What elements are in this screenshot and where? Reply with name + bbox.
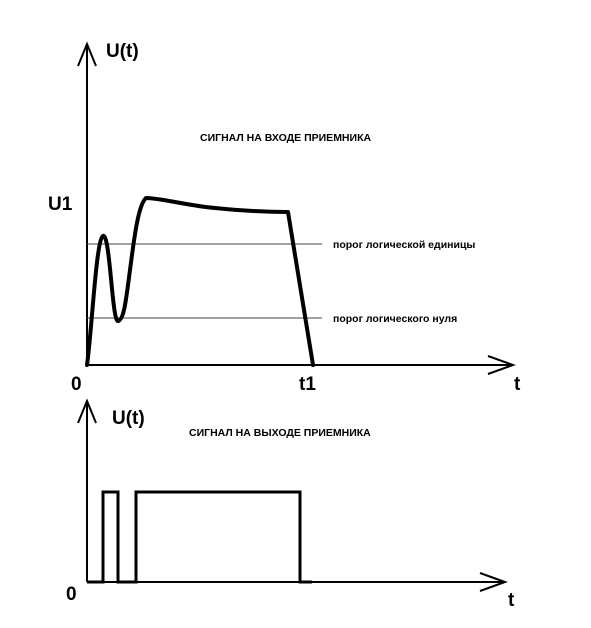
top-x-axis-arrow <box>487 355 516 375</box>
input-signal-curve <box>85 196 315 367</box>
bottom-y-axis-arrow <box>77 398 97 424</box>
bottom-x-axis-arrow <box>479 572 508 592</box>
u1-label: U1 <box>48 194 73 215</box>
threshold-zero-label: порог логического нуля <box>333 313 457 325</box>
bottom-x-axis-label: t <box>508 590 515 611</box>
t1-label: t1 <box>299 374 316 395</box>
output-signal-waveform <box>87 490 312 584</box>
top-y-axis-arrow <box>77 41 97 67</box>
top-x-axis-label: t <box>514 374 521 395</box>
output-signal-title: СИГНАЛ НА ВЫХОДЕ ПРИЕМНИКА <box>189 427 371 439</box>
input-signal-title: СИГНАЛ НА ВХОДЕ ПРИЕМНИКА <box>200 132 371 144</box>
bottom-y-axis-label: U(t) <box>112 408 145 429</box>
top-y-axis-label: U(t) <box>106 41 139 62</box>
output-signal-plot: U(t) t 0 СИГНАЛ НА ВЫХОДЕ ПРИЕМНИКА <box>66 398 515 611</box>
input-signal-plot: U(t) t 0 U1 t1 СИГНАЛ НА ВХОДЕ ПРИЕМНИКА… <box>48 41 521 395</box>
top-origin-label: 0 <box>71 374 82 395</box>
threshold-one-label: порог логической единицы <box>333 239 475 251</box>
bottom-origin-label: 0 <box>66 584 77 605</box>
